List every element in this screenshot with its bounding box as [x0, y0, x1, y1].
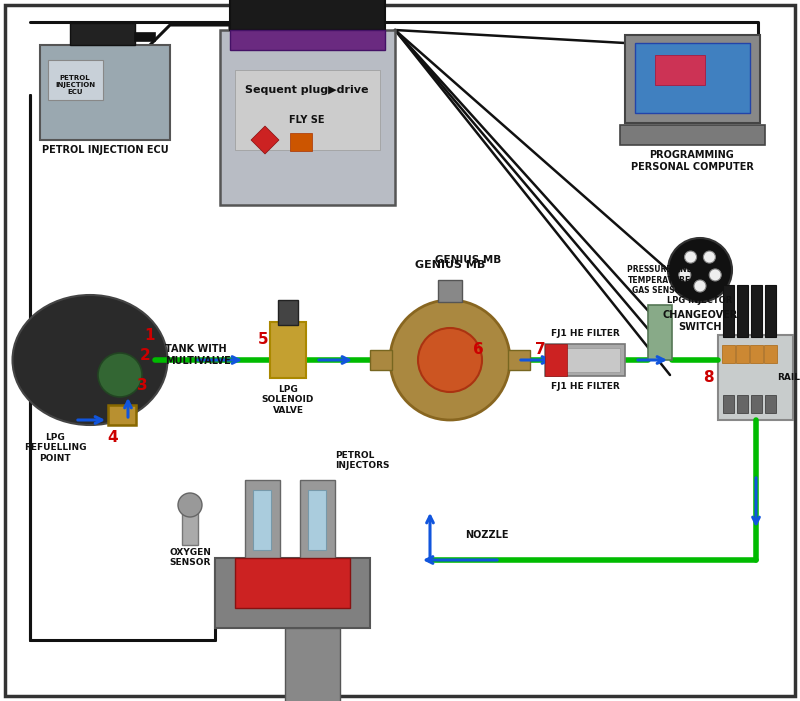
Bar: [655, 55, 705, 85]
Bar: [182, 510, 198, 545]
Text: 8: 8: [702, 369, 714, 385]
Bar: [765, 285, 776, 337]
Bar: [270, 322, 306, 378]
Bar: [230, 30, 385, 50]
Bar: [253, 490, 271, 550]
Bar: [751, 285, 762, 337]
Text: PROGRAMMING
PERSONAL COMPUTER: PROGRAMMING PERSONAL COMPUTER: [630, 150, 754, 172]
Bar: [764, 345, 777, 363]
Bar: [278, 300, 298, 325]
Text: PETROL INJECTION ECU: PETROL INJECTION ECU: [42, 145, 168, 155]
Text: 3: 3: [137, 378, 147, 393]
Text: 5: 5: [258, 332, 268, 348]
Circle shape: [694, 280, 706, 292]
Circle shape: [98, 353, 142, 397]
Bar: [736, 345, 749, 363]
Bar: [723, 285, 734, 337]
Bar: [737, 395, 748, 413]
Bar: [550, 348, 620, 372]
Bar: [220, 30, 395, 205]
Circle shape: [685, 251, 697, 263]
Text: 6: 6: [473, 343, 483, 358]
Bar: [48, 60, 103, 100]
Text: Sequent plug▶drive: Sequent plug▶drive: [246, 85, 369, 95]
Bar: [300, 480, 335, 560]
Bar: [718, 335, 793, 420]
Bar: [765, 395, 776, 413]
Bar: [620, 125, 765, 145]
Circle shape: [703, 251, 715, 263]
Bar: [635, 43, 750, 113]
Text: 7: 7: [534, 343, 546, 358]
Text: LPG
REFUELLING
POINT: LPG REFUELLING POINT: [24, 433, 86, 463]
Ellipse shape: [13, 295, 167, 425]
Bar: [235, 558, 350, 608]
Polygon shape: [251, 126, 279, 154]
Circle shape: [178, 493, 202, 517]
Text: NOZZLE: NOZZLE: [465, 530, 509, 540]
Text: FJ1 HE FILTER: FJ1 HE FILTER: [550, 382, 619, 391]
Text: PETROL
INJECTION
ECU: PETROL INJECTION ECU: [55, 75, 95, 95]
Circle shape: [668, 238, 732, 302]
Bar: [285, 628, 340, 701]
Bar: [750, 345, 763, 363]
Text: LPG INJECTOR: LPG INJECTOR: [667, 296, 733, 305]
Bar: [545, 344, 567, 376]
Bar: [135, 33, 155, 41]
Bar: [545, 344, 625, 376]
Text: FLY SE: FLY SE: [290, 115, 325, 125]
Bar: [230, 0, 385, 30]
Text: TANK WITH
MULTIVALVE: TANK WITH MULTIVALVE: [165, 344, 230, 366]
Text: LPG
SOLENOID
VALVE: LPG SOLENOID VALVE: [262, 385, 314, 415]
Bar: [370, 350, 392, 370]
Text: OXYGEN
SENSOR: OXYGEN SENSOR: [169, 548, 211, 567]
Bar: [235, 70, 380, 150]
Bar: [290, 133, 312, 151]
Bar: [722, 345, 735, 363]
Text: 1: 1: [145, 327, 155, 343]
Text: CHANGEOVER
SWITCH: CHANGEOVER SWITCH: [662, 310, 738, 332]
Text: 4: 4: [108, 430, 118, 445]
Circle shape: [678, 269, 690, 281]
Bar: [625, 35, 760, 123]
Bar: [308, 490, 326, 550]
Text: PRESSURE AND
TEMPERATURE
GAS SENSOR: PRESSURE AND TEMPERATURE GAS SENSOR: [627, 265, 693, 295]
Text: RAIL: RAIL: [777, 372, 800, 381]
Bar: [70, 23, 135, 45]
Text: GENIUS MB: GENIUS MB: [415, 260, 485, 270]
Bar: [40, 45, 170, 140]
Text: FJ1 HE FILTER: FJ1 HE FILTER: [550, 329, 619, 338]
Text: PETROL
INJECTORS: PETROL INJECTORS: [335, 451, 390, 470]
Bar: [723, 395, 734, 413]
Circle shape: [710, 269, 722, 281]
Bar: [215, 558, 370, 628]
Bar: [648, 305, 672, 360]
Bar: [245, 480, 280, 560]
Text: GENIUS MB: GENIUS MB: [435, 255, 502, 265]
Circle shape: [390, 300, 510, 420]
Circle shape: [418, 328, 482, 392]
Bar: [438, 280, 462, 302]
Bar: [751, 395, 762, 413]
Text: 2: 2: [140, 348, 150, 362]
Bar: [508, 350, 530, 370]
Bar: [737, 285, 748, 337]
Bar: [108, 405, 136, 425]
